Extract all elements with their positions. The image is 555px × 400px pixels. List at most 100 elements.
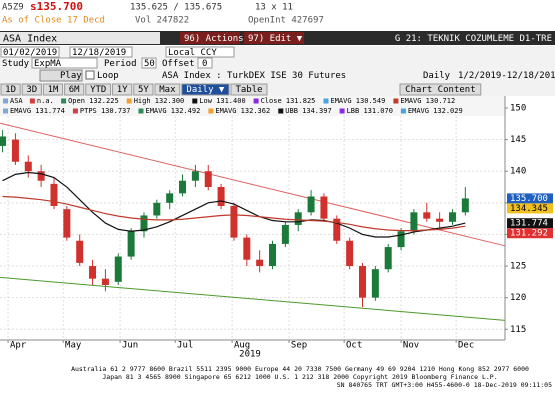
y-tick-label: 150 (510, 104, 526, 114)
security-box[interactable] (0, 32, 160, 44)
candle-body (204, 171, 212, 188)
tab[interactable] (21, 83, 42, 96)
legend-swatch (138, 108, 144, 114)
tab-label[interactable]: Chart Content (405, 85, 475, 95)
legend-entry: PTPS 130.737 (80, 107, 131, 115)
study-select[interactable] (31, 57, 98, 69)
offset-input[interactable] (197, 57, 213, 69)
legend-swatch (208, 108, 214, 114)
loop-checkbox[interactable] (85, 70, 95, 80)
last-value-label: 135.700 (510, 194, 548, 204)
period-label: Period (104, 59, 137, 69)
x-tick-label: Sep (291, 341, 307, 351)
x-tick-label: Apr (10, 341, 27, 351)
play-button[interactable] (39, 69, 83, 82)
trendline (0, 122, 506, 247)
tab[interactable] (154, 83, 181, 96)
candle-body (140, 215, 148, 232)
currency-select[interactable] (165, 46, 235, 58)
candle-body (63, 209, 71, 238)
study[interactable]: ExpMA (34, 59, 62, 69)
chart: ASA n.a. Open 132.225 High 132.300 Low 131.4… (0, 96, 555, 362)
candle-body (217, 187, 225, 206)
candle-body (423, 212, 431, 219)
tab[interactable] (85, 83, 112, 96)
tab[interactable] (133, 83, 154, 96)
currency[interactable]: Local CCY (168, 48, 217, 58)
start-input[interactable] (0, 46, 60, 58)
legend-swatch (339, 108, 345, 114)
legend-entry: EMAVG 132.492 (146, 107, 201, 115)
y-tick-label: 120 (510, 293, 526, 303)
tab-label[interactable]: Table (235, 85, 262, 95)
edit-button[interactable] (244, 32, 304, 44)
candle-body (24, 161, 32, 172)
frequency: Daily (423, 71, 451, 81)
candle-body (333, 218, 341, 241)
legend-entry: n.a. (37, 97, 54, 105)
tab[interactable] (399, 83, 482, 96)
legend-entry: EMAVG 131.774 (10, 107, 65, 115)
legend-swatch (323, 98, 329, 104)
end-input[interactable] (69, 46, 133, 58)
security[interactable]: ASA Index (3, 34, 57, 45)
candle-body (0, 136, 7, 146)
trendline (0, 276, 506, 321)
study-line (2, 195, 466, 232)
tab-label[interactable]: Max (159, 85, 176, 95)
legend-entry: Low 131.400 (199, 97, 245, 105)
last-value-label: 134.345 (510, 204, 548, 214)
x-tick-label: Nov (403, 341, 419, 351)
tab[interactable] (112, 83, 133, 96)
end-date[interactable]: 12/18/2019 (72, 48, 126, 58)
legend-swatch (61, 98, 67, 104)
actions-button[interactable] (180, 32, 240, 44)
tab-label[interactable]: 1Y (117, 85, 128, 95)
x-tick-label: Dec (458, 341, 474, 351)
tab[interactable] (230, 83, 268, 96)
study-line (2, 171, 466, 238)
header-bg (0, 0, 555, 28)
as-of: As of Close 17 Decd (2, 16, 105, 26)
tab[interactable] (64, 83, 85, 96)
tab-label[interactable]: 5Y (138, 85, 149, 95)
candle-body (436, 218, 444, 222)
tab-bar: 1D 3D 1M 6M YTD 1Y 5Y Max Daily ▼ Table Chart Cont… (0, 83, 482, 96)
volume: Vol 247822 (135, 16, 189, 26)
play[interactable]: Play (60, 71, 82, 81)
offset[interactable]: 0 (202, 59, 207, 69)
y-tick-label: 125 (510, 262, 526, 272)
tab[interactable] (181, 83, 230, 96)
x-tick-label: Jul (177, 341, 193, 351)
x-tick-label: Aug (234, 341, 250, 351)
legend-entry: EMAVG 132.362 (215, 107, 270, 115)
tab[interactable] (42, 83, 64, 96)
legend-swatch (126, 98, 132, 104)
tab-label[interactable]: 1M (48, 85, 59, 95)
tab-label[interactable]: 3D (26, 85, 37, 95)
tab-label[interactable]: YTD (90, 85, 106, 95)
legend-entry: High 132.300 (134, 97, 185, 105)
start-date[interactable]: 01/02/2019 (3, 48, 57, 58)
offset-label: Offset (162, 59, 195, 69)
legend-swatch (29, 98, 35, 104)
x-tick-label: May (65, 341, 82, 351)
period-input[interactable] (141, 57, 157, 69)
tab-label[interactable]: Daily ▼ (186, 85, 225, 95)
legend-entry: EMAVG 132.029 (408, 107, 463, 115)
edit[interactable]: 97) Edit ▼ (248, 34, 303, 44)
candle-body (37, 171, 45, 181)
tab[interactable] (0, 83, 21, 96)
x-tick-label: Jun (122, 341, 138, 351)
tab-label[interactable]: 1D (5, 85, 16, 95)
candle-body (11, 139, 19, 162)
tab-label[interactable]: 6M (69, 85, 80, 95)
period[interactable]: 50 (144, 59, 155, 69)
legend-entry: Close 131.825 (261, 97, 316, 105)
candle-body (320, 196, 328, 219)
actions[interactable]: 96) Actions ▼ (184, 34, 255, 44)
loop[interactable]: Loop (97, 71, 119, 81)
candle-body (230, 205, 238, 238)
candle-body (346, 240, 354, 267)
open-interest: OpenInt 427697 (248, 16, 324, 26)
